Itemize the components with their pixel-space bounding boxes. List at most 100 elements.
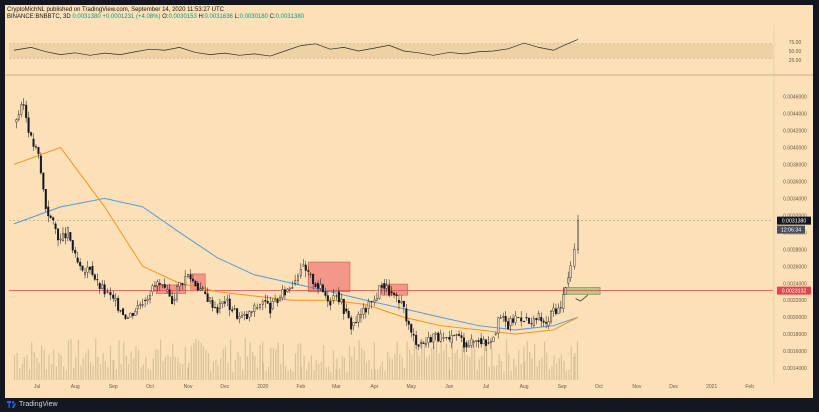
candle-body: [472, 341, 475, 343]
x-tick-label: Mar: [332, 384, 341, 390]
volume-bar: [406, 341, 408, 380]
volume-bar: [322, 345, 325, 380]
candle-body: [317, 283, 320, 289]
rsi-tick-label: 25.00: [789, 58, 802, 64]
volume-bar: [212, 360, 214, 380]
volume-bar: [193, 342, 195, 380]
candle-body: [141, 304, 144, 306]
volume-bar: [41, 345, 43, 380]
candle-body: [52, 217, 55, 221]
volume-bar: [538, 360, 540, 380]
x-tick-label: Nov: [184, 384, 193, 390]
price-tick-label: 0.0020000: [783, 315, 807, 321]
candle-body: [497, 317, 500, 334]
volume-bar: [306, 370, 308, 380]
volume-bar: [374, 369, 376, 380]
volume-bar: [563, 360, 565, 380]
candle-body: [467, 345, 470, 348]
volume-bar: [418, 356, 420, 380]
candle-body: [173, 298, 176, 301]
volume-bar: [336, 358, 338, 380]
x-tick-label: 2021: [706, 384, 717, 390]
candle-body: [171, 296, 174, 305]
candle-body: [485, 339, 488, 346]
volume-bar: [292, 371, 294, 380]
candle-body: [253, 304, 256, 313]
candle-body: [439, 333, 442, 342]
ma-slow-line: [13, 197, 579, 331]
candle-body: [402, 300, 405, 308]
candle-body: [238, 316, 241, 319]
volume-bar: [152, 357, 154, 380]
volume-bar: [508, 354, 510, 380]
volume-bar: [449, 369, 451, 380]
candle-body: [176, 286, 179, 300]
volume-bar: [574, 353, 576, 380]
candle-body: [383, 283, 386, 289]
volume-bar: [217, 364, 219, 380]
volume-bar: [413, 341, 416, 380]
volume-bar: [515, 365, 517, 380]
x-tick-label: Aug: [520, 384, 529, 390]
candle-body: [98, 283, 101, 289]
volume-bar: [65, 370, 67, 380]
candle-body: [375, 298, 378, 301]
candle-body: [59, 238, 62, 241]
candle-body: [523, 320, 526, 322]
chart-header-author: CryptoMichNL published on TradingView.co…: [7, 7, 224, 14]
volume-bar: [184, 346, 186, 380]
candle-body: [509, 318, 512, 326]
candle-body: [362, 308, 365, 315]
volume-bar: [346, 371, 348, 380]
resistance-box: [155, 284, 186, 294]
volume-bar: [478, 359, 480, 380]
volume-bar: [60, 355, 62, 380]
candle-body: [15, 119, 18, 123]
candle-body: [388, 285, 391, 296]
candle-body: [434, 332, 437, 335]
candle-body: [335, 295, 338, 297]
candle-body: [22, 104, 25, 106]
candle-body: [161, 284, 164, 286]
candle-body: [532, 318, 535, 326]
volume-bar: [318, 364, 320, 380]
volume-bar: [534, 343, 536, 380]
candle-body: [211, 300, 214, 308]
volume-bar: [45, 369, 47, 380]
x-tick-label: 2020: [257, 384, 268, 390]
volume-bar: [461, 346, 464, 380]
candle-body: [559, 307, 562, 309]
volume-bar: [169, 357, 172, 380]
candle-body: [139, 304, 142, 306]
volume-bar: [491, 348, 493, 380]
volume-bar: [123, 341, 125, 380]
volume-bar: [510, 370, 512, 380]
price-tick-label: 0.0014000: [783, 366, 807, 372]
volume-bar: [558, 358, 560, 380]
volume-bar: [303, 355, 305, 380]
volume-bar: [440, 338, 442, 380]
volume-bar: [287, 370, 289, 380]
volume-bar: [200, 342, 202, 380]
x-tick-label: Jul: [34, 384, 40, 390]
volume-bar: [454, 353, 456, 380]
volume-bar: [361, 347, 363, 380]
candle-body: [279, 297, 282, 301]
volume-bar: [215, 359, 217, 380]
rsi-tick-label: 50.00: [789, 49, 802, 55]
volume-bar: [313, 369, 315, 380]
candle-body: [357, 313, 360, 323]
candle-body: [25, 104, 28, 118]
candle-body: [380, 285, 383, 288]
volume-bar: [268, 366, 270, 380]
volume-bar: [43, 349, 45, 380]
tradingview-logo-icon: [7, 401, 16, 408]
volume-bar: [570, 346, 572, 380]
candle-body: [103, 284, 106, 295]
volume-bar: [205, 350, 207, 380]
volume-bar: [435, 340, 438, 380]
candle-body: [512, 318, 515, 323]
volume-bar: [399, 354, 401, 380]
price-tick-label: 0.0032000: [783, 213, 807, 219]
candle-body: [312, 273, 315, 285]
